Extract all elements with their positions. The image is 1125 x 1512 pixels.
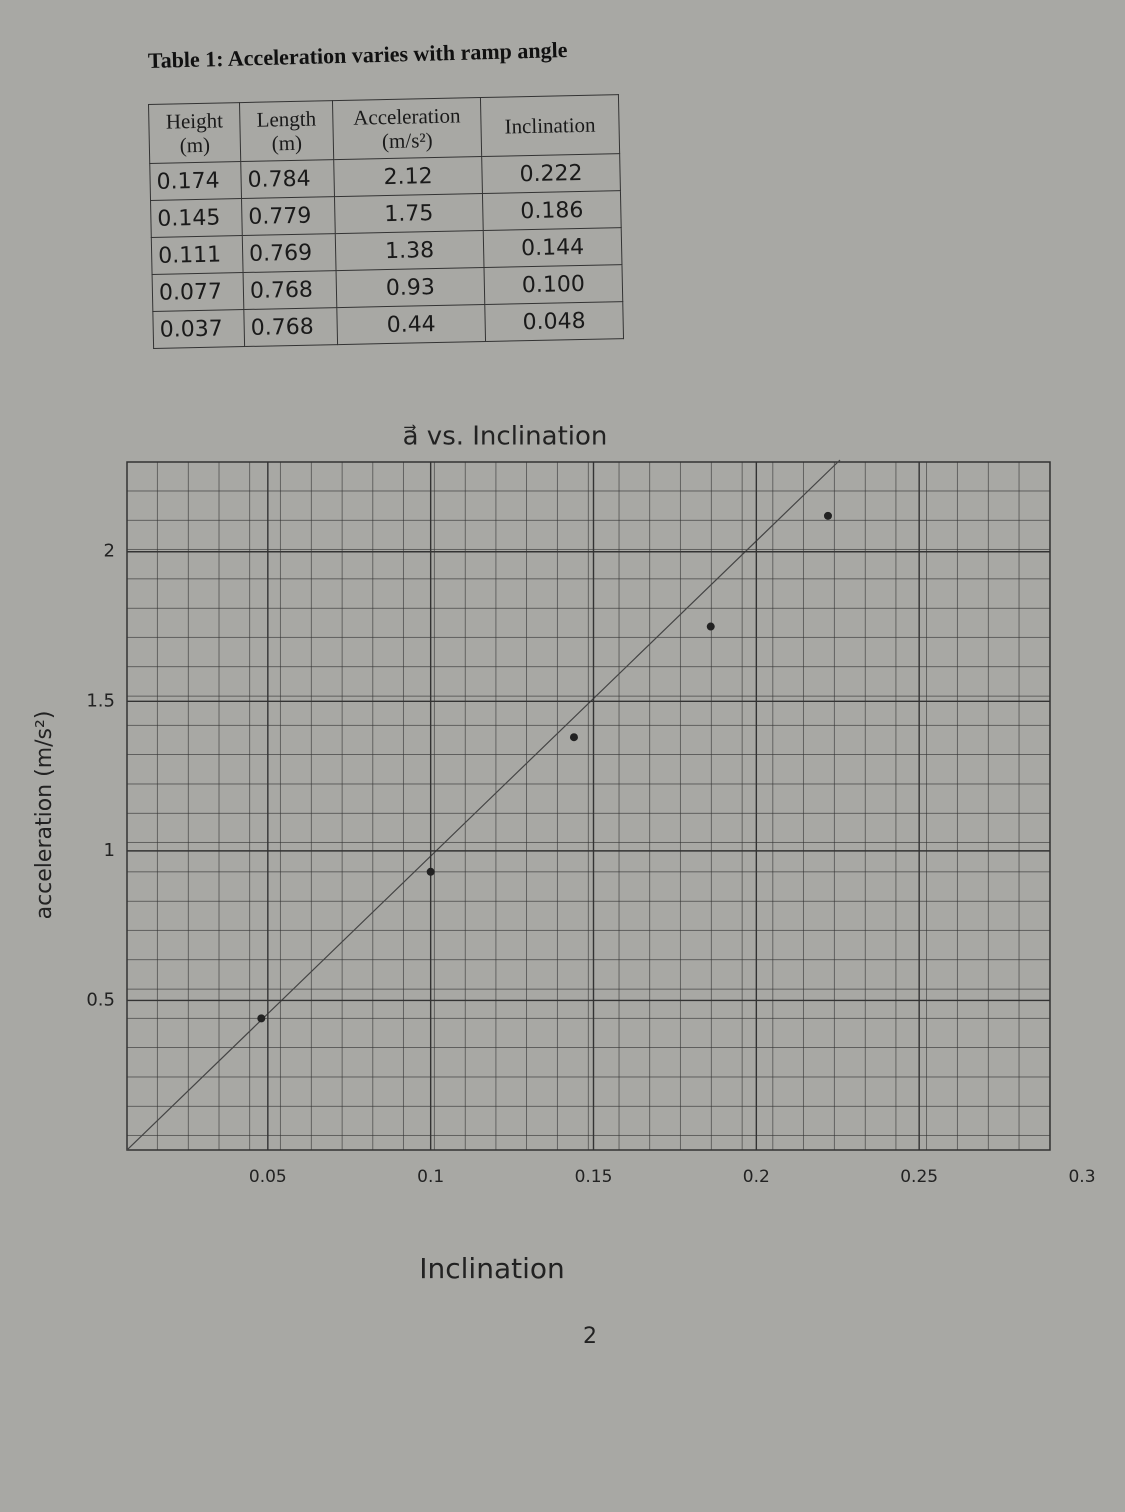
y-tick-label: 2 bbox=[104, 541, 115, 562]
fit-line bbox=[126, 459, 841, 1151]
x-tick-label: 0.3 bbox=[1068, 1167, 1095, 1187]
page-number: 2 bbox=[583, 1324, 597, 1349]
chart-title: a⃗ vs. Inclination bbox=[403, 422, 608, 452]
graph-paper bbox=[126, 461, 1051, 1151]
x-tick-label: 0.05 bbox=[249, 1167, 287, 1187]
x-tick-label: 0.1 bbox=[417, 1167, 444, 1187]
x-tick-label: 0.25 bbox=[900, 1167, 938, 1187]
y-tick-label: 1.5 bbox=[86, 690, 115, 711]
data-point bbox=[823, 511, 832, 520]
y-axis-label: acceleration (m/s²) bbox=[32, 711, 57, 920]
x-tick-label: 0.2 bbox=[743, 1167, 770, 1187]
y-tick-label: 0.5 bbox=[86, 989, 115, 1010]
x-axis-label: Inclination bbox=[419, 1252, 565, 1285]
x-tick-label: 0.15 bbox=[575, 1167, 613, 1187]
y-tick-label: 1 bbox=[104, 840, 115, 861]
data-point bbox=[706, 622, 715, 631]
data-point bbox=[257, 1014, 266, 1023]
data-point bbox=[569, 733, 578, 742]
data-point bbox=[426, 867, 435, 876]
